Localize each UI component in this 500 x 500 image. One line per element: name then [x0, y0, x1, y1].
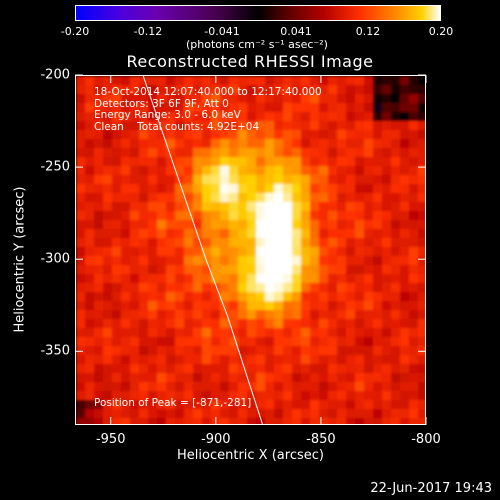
- colorbar-tick: 0.20: [428, 25, 454, 38]
- peak-position-text: Position of Peak = [-871,-281]: [94, 397, 252, 409]
- colorbar-units: (photons cm⁻² s⁻¹ asec⁻²): [186, 38, 328, 51]
- colorbar: [75, 5, 441, 21]
- x-tick-label: -850: [306, 432, 336, 447]
- total-counts-text: Clean Total counts: 4.92E+04: [94, 120, 260, 133]
- y-tick-label: -350: [40, 343, 70, 359]
- energy-range-text: Energy Range: 3.0 - 6.0 keV: [94, 109, 241, 121]
- colorbar-tick: -0.12: [133, 25, 163, 38]
- colorbar-gradient: [76, 6, 440, 20]
- y-tick-label: -250: [40, 159, 70, 175]
- colorbar-tick: 0.12: [355, 25, 381, 38]
- x-tick-label: -800: [411, 432, 441, 447]
- x-axis-label: Heliocentric X (arcsec): [177, 448, 324, 463]
- colorbar-tick: -0.20: [60, 25, 90, 38]
- colorbar-tick: -0.041: [204, 25, 240, 38]
- y-tick-label: -200: [40, 67, 70, 83]
- x-tick-label: -950: [95, 432, 126, 447]
- info-block: 18-Oct-2014 12:07:40.000 to 12:17:40.000…: [94, 86, 322, 133]
- y-tick-label: -300: [40, 251, 70, 267]
- x-tick-label: -900: [201, 432, 231, 447]
- colorbar-tick: 0.041: [280, 25, 312, 38]
- solar-limb-line: [142, 76, 263, 424]
- detectors-text: Detectors: 3F 6F 9F, Att 0: [94, 97, 229, 110]
- time-range-text: 18-Oct-2014 12:07:40.000 to 12:17:40.000: [94, 86, 322, 98]
- timestamp: 22-Jun-2017 19:43: [370, 481, 492, 496]
- plot-title: Reconstructed RHESSI Image: [126, 52, 374, 71]
- y-axis-label: Heliocentric Y (arcsec): [12, 186, 28, 333]
